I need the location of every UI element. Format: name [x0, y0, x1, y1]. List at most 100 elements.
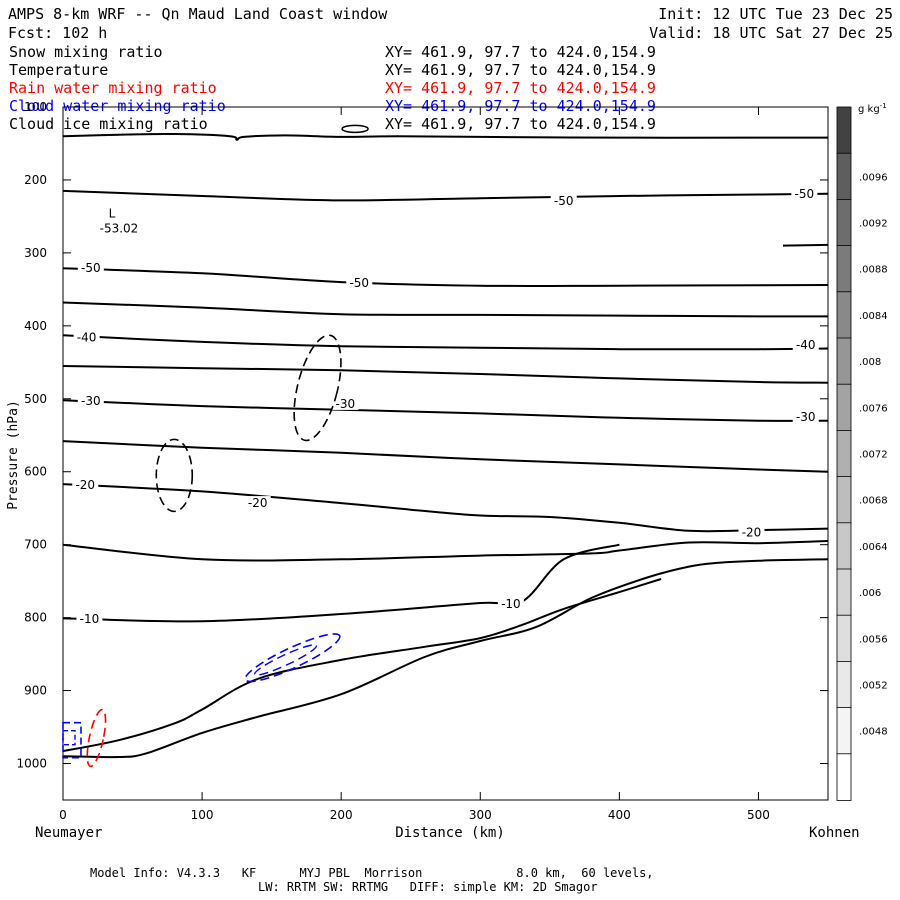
x-tick-label: 300 [469, 808, 492, 822]
colorbar-tick-label: .0096 [859, 172, 888, 183]
x-tick-label: 400 [608, 808, 631, 822]
valid-time: Valid: 18 UTC Sat 27 Dec 25 [649, 24, 893, 42]
isotherm-line [62, 189, 829, 202]
isotherm-label-bg [497, 596, 524, 610]
legend-field-label: Snow mixing ratio [9, 43, 163, 61]
colorbar-segment [836, 614, 852, 663]
colorbar-segment [836, 707, 852, 755]
isotherm-label: -20 [742, 525, 762, 539]
colorbar-segment [836, 291, 852, 339]
x-tick-label: 100 [191, 808, 214, 822]
cloud-water-contour [62, 721, 82, 759]
y-tick-label: 100 [24, 100, 47, 114]
x-axis-label: Distance (km) [395, 825, 505, 841]
isotherm-label: -30 [336, 397, 356, 411]
y-tick-label: 1000 [16, 757, 47, 771]
rain-water-contour [86, 708, 107, 768]
colorbar-tick-label: .0076 [859, 403, 888, 414]
y-tick-label: 700 [24, 538, 47, 552]
colorbar-tick-label: .0056 [859, 634, 888, 645]
isotherm-label: -30 [81, 394, 101, 408]
y-tick-label: 600 [24, 465, 47, 479]
low-marker-value: -53.02 [100, 222, 139, 236]
isotherm-label: -50 [81, 261, 101, 275]
colorbar: .0096 .0092 .0088 .0084 .008 .0076 .0072 .0068.… [836, 106, 888, 801]
axes: 0 100 200 300 400 500 100 200 300 400 500 600 700 800… [16, 100, 828, 822]
isotherm-line [62, 301, 829, 318]
isotherm-label: -20 [75, 478, 95, 492]
colorbar-segment [836, 661, 852, 709]
cloud-water-contour [244, 633, 341, 683]
colorbar-segment [836, 476, 852, 524]
y-tick-label: 300 [24, 246, 47, 260]
plot-area: -50 -50 -50 -50 -40 -40 -30 -30 -30 -20 -20 -20 -10 -… [16, 100, 829, 822]
isotherm-label: -10 [80, 612, 100, 626]
isotherm-label-bg [550, 194, 577, 208]
low-marker-letter: L [109, 207, 116, 221]
field-legend: Snow mixing ratio XY= 461.9, 97.7 to 424.… [9, 43, 656, 133]
colorbar-segment [836, 568, 852, 617]
x-tick-label: 0 [59, 808, 67, 822]
surface-isotherm [62, 578, 662, 753]
isotherm-label-bg [346, 275, 373, 289]
legend-field-xy: XY= 461.9, 97.7 to 424.0,154.9 [385, 61, 656, 79]
y-tick-label: 900 [24, 684, 47, 698]
isotherm-line [62, 543, 620, 623]
model-info-line2: LW: RRTM SW: RRTMG DIFF: simple KM: 2D S… [258, 880, 598, 894]
isotherm-label: -50 [349, 276, 369, 290]
init-time: Init: 12 UTC Tue 23 Dec 25 [658, 5, 893, 23]
isotherm-label-bg [244, 496, 271, 510]
colorbar-segment [836, 753, 852, 801]
isotherm-label: -50 [795, 187, 815, 201]
legend-field-label: Temperature [9, 61, 108, 79]
isotherm-line [62, 267, 829, 287]
colorbar-units: g kg-1 [858, 102, 887, 115]
isotherm-closed-contour [341, 124, 369, 134]
isotherm-label-bg [77, 261, 104, 275]
y-tick-label: 500 [24, 392, 47, 406]
isotherm-label-bg [332, 396, 359, 410]
forecast-hour: Fcst: 102 h [8, 24, 107, 42]
colorbar-segment [836, 337, 852, 386]
colorbar-segment [836, 522, 852, 570]
temperature-contours: -50 -50 -50 -50 -40 -40 -30 -30 -30 -20 -20 -20 -10 -… [62, 124, 829, 626]
snow-mixing-contour [155, 438, 194, 513]
left-endpoint: Neumayer [35, 825, 102, 841]
isotherm-label-bg [738, 525, 765, 539]
isotherm-line [62, 483, 829, 533]
isotherm-label-bg [791, 186, 818, 200]
snow-mixing-contour [293, 334, 342, 442]
isotherm-label: -20 [248, 496, 268, 510]
right-endpoint: Kohnen [809, 825, 860, 841]
isotherm-line-fragment [782, 243, 829, 247]
colorbar-segment [836, 245, 852, 293]
colorbar-tick-label: .0048 [859, 727, 888, 738]
isotherm-label: -40 [796, 338, 816, 352]
isotherm-label-bg [72, 477, 99, 491]
isotherm-label: -40 [77, 331, 97, 345]
isotherm-label-bg [73, 330, 100, 344]
isotherm-label-bg [76, 612, 103, 626]
colorbar-segment [836, 106, 852, 155]
colorbar-tick-label: .0052 [859, 681, 888, 692]
colorbar-tick-label: .0072 [859, 450, 888, 461]
legend-field-xy: XY= 461.9, 97.7 to 424.0,154.9 [385, 97, 656, 115]
plot-frame [62, 106, 829, 801]
legend-field-label: Cloud ice mixing ratio [9, 115, 208, 133]
isotherm-label-bg [792, 410, 819, 424]
isotherm-label: -30 [796, 410, 816, 424]
colorbar-tick-label: .0084 [859, 311, 888, 322]
colorbar-segment [836, 152, 852, 201]
cloud-water-contour [253, 644, 318, 676]
x-tick-label: 200 [330, 808, 353, 822]
isotherm-line [62, 399, 829, 422]
legend-field-label: Rain water mixing ratio [9, 79, 217, 97]
isotherm-label-bg [77, 393, 104, 407]
isotherm-line [62, 334, 829, 351]
colorbar-tick-label: .0064 [859, 542, 888, 553]
y-tick-label: 200 [24, 173, 47, 187]
isotherm-line [62, 365, 829, 384]
model-info-line1: Model Info: V4.3.3 KF MYJ PBL Morrison 8… [90, 866, 654, 880]
colorbar-tick-label: .0092 [859, 219, 888, 230]
